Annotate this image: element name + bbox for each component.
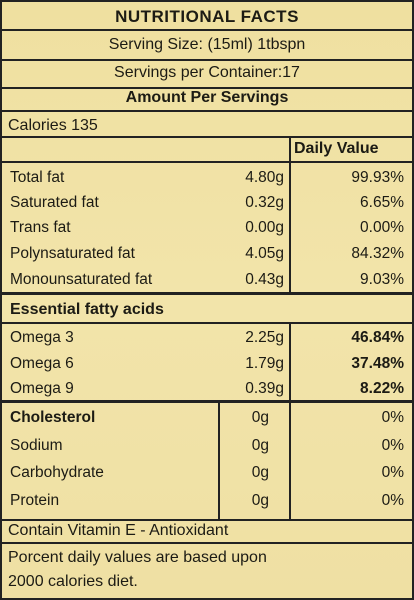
omega-name: Omega 3 xyxy=(10,329,74,346)
fat-dv: 6.65% xyxy=(360,194,404,211)
nutrient-amount: 0g xyxy=(251,492,269,509)
fat-dv: 0.00% xyxy=(360,219,404,236)
nutrient-dv: 0% xyxy=(381,464,404,481)
fat-amount: 4.05g xyxy=(245,245,284,262)
fat-dv: 84.32% xyxy=(351,245,404,262)
fat-name: Trans fat xyxy=(10,219,71,236)
fat-name: Saturated fat xyxy=(10,194,99,211)
omega-dv: 8.22% xyxy=(360,380,404,397)
daily-value-header: Daily Value xyxy=(294,140,379,157)
footnote-line-1: Porcent daily values are based upon xyxy=(8,549,267,566)
fat-amount: 0.00g xyxy=(245,219,284,236)
nutrient-name: Carbohydrate xyxy=(10,464,104,481)
omega-amount: 2.25g xyxy=(245,329,284,346)
vitamin-note: Contain Vitamin E - Antioxidant xyxy=(8,522,229,539)
omega-amount: 0.39g xyxy=(245,380,284,397)
nutrient-amount: 0g xyxy=(251,409,269,426)
fat-name: Total fat xyxy=(10,169,65,186)
fat-dv: 9.03% xyxy=(360,271,404,288)
fat-amount: 0.32g xyxy=(245,194,284,211)
serving-size: Serving Size: (15ml) 1tbspn xyxy=(108,36,306,53)
nutrient-name: Protein xyxy=(10,492,60,509)
nutrient-name: Sodium xyxy=(10,437,63,454)
nutrient-dv: 0% xyxy=(381,437,404,454)
essential-fatty-acids-header: Essential fatty acids xyxy=(10,301,164,318)
fat-name: Monounsaturated fat xyxy=(10,271,153,288)
omega-amount: 1.79g xyxy=(245,355,284,372)
servings-per-container: Servings per Container:17 xyxy=(114,64,300,81)
amount-per-serving-header: Amount Per Servings xyxy=(125,89,289,106)
calories: Calories 135 xyxy=(8,117,98,134)
fat-amount: 4.80g xyxy=(245,169,284,186)
footnote-line-2: 2000 calories diet. xyxy=(8,573,138,590)
fat-dv: 99.93% xyxy=(351,169,404,186)
nutrient-name: Cholesterol xyxy=(10,409,96,426)
fat-amount: 0.43g xyxy=(245,271,284,288)
nutrient-dv: 0% xyxy=(381,409,404,426)
nutrient-dv: 0% xyxy=(381,492,404,509)
omega-name: Omega 6 xyxy=(10,355,74,372)
nutrient-amount: 0g xyxy=(251,464,269,481)
omega-name: Omega 9 xyxy=(10,380,74,397)
omega-dv: 37.48% xyxy=(351,355,404,372)
label-title: NUTRITIONAL FACTS xyxy=(115,7,299,26)
fat-name: Polynsaturated fat xyxy=(10,245,135,262)
omega-dv: 46.84% xyxy=(351,329,404,346)
nutrient-amount: 0g xyxy=(251,437,269,454)
